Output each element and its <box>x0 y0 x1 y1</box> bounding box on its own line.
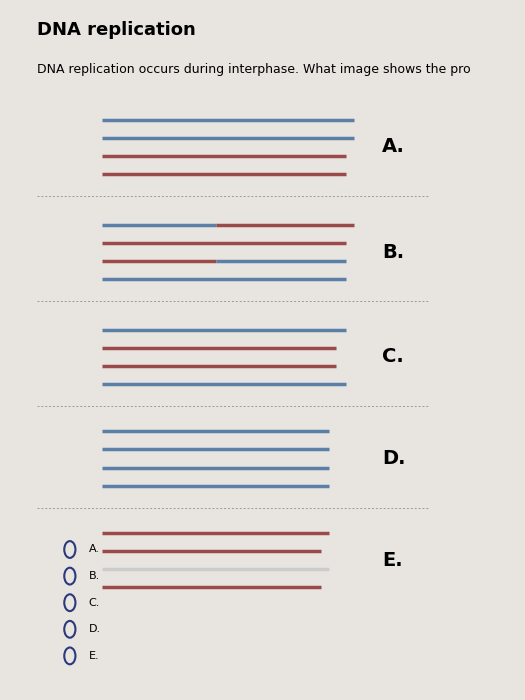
Text: B.: B. <box>89 571 100 581</box>
Text: D.: D. <box>382 449 405 468</box>
Text: C.: C. <box>89 598 100 608</box>
Text: B.: B. <box>382 242 404 262</box>
Text: DNA replication: DNA replication <box>37 21 196 39</box>
Text: D.: D. <box>89 624 101 634</box>
Text: E.: E. <box>89 651 99 661</box>
Text: E.: E. <box>382 550 403 570</box>
Text: A.: A. <box>382 137 405 157</box>
Text: C.: C. <box>382 347 404 367</box>
Text: DNA replication occurs during interphase. What image shows the pro: DNA replication occurs during interphase… <box>37 63 471 76</box>
Text: A.: A. <box>89 545 99 554</box>
